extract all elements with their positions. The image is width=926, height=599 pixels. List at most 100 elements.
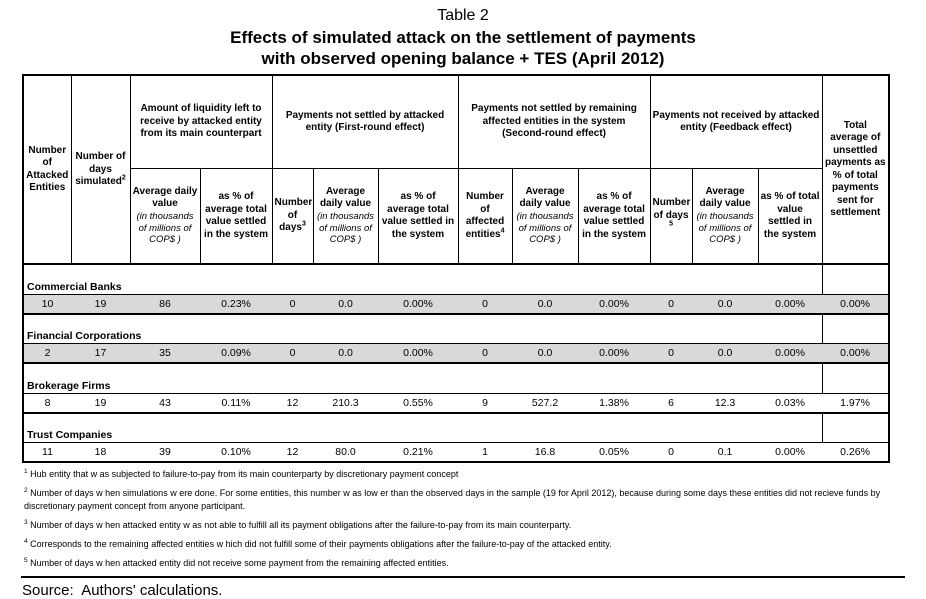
table-cell: 0.0 — [512, 294, 579, 315]
footnote-marker: 2 — [24, 487, 28, 495]
header-attacked-entities: Number of Attacked Entities — [22, 74, 72, 265]
table-cell: 10 — [23, 294, 71, 315]
header-days-feedback: Number of days 5 — [649, 167, 693, 266]
table-body: Commercial Banks 10 19 86 0.23% 0 0.0 0.00% 0 0.0… — [23, 264, 890, 464]
table-cell: 0.09% — [200, 343, 273, 365]
table-cell: 12.3 — [692, 393, 759, 414]
table-cell: 0.0 — [512, 343, 579, 365]
header-group-liquidity: Amount of liquidity left to receive by a… — [129, 74, 273, 169]
table-cell: 0 — [272, 343, 314, 365]
table-cell: 0.05% — [578, 442, 651, 464]
header-pct-total: as % of total value settled in the syste… — [757, 167, 823, 266]
table-row: 2 17 35 0.09% 0 0.0 0.00% 0 0.0 0.00% 0 0.0 0.00% 0.0… — [23, 343, 890, 365]
footnote-marker: 5 — [24, 557, 28, 564]
table-cell: 1.38% — [578, 393, 651, 414]
table-cell: 12 — [272, 442, 314, 464]
table-cell: 0.00% — [578, 294, 651, 315]
footnote: 3 Number of days w hen attacked entity w… — [24, 518, 572, 530]
header-group-second-round: Payments not settled by remaining affect… — [457, 74, 651, 169]
table-cell: 1 — [458, 442, 513, 464]
cop-units-label: (in thousands of millions of COP$ ) — [696, 210, 754, 246]
section-label: Financial Corporations — [23, 313, 823, 345]
footnote: 4 Corresponds to the remaining affected … — [24, 537, 612, 549]
section-label: Trust Companies — [23, 412, 823, 444]
footnote-marker: 4 — [500, 227, 505, 235]
header-pct-avg-3: as % of average total value settled in t… — [577, 167, 651, 266]
table-cell: 0.23% — [200, 294, 273, 315]
table-cell: 39 — [130, 442, 200, 464]
table-cell: 9 — [458, 393, 513, 414]
table-cell: 86 — [130, 294, 200, 315]
table-cell: 11 — [23, 442, 71, 464]
table-cell: 19 — [71, 393, 130, 414]
table-cell: 0 — [458, 343, 513, 365]
table-cell: 0.0 — [313, 343, 379, 365]
header-days-simulated: Number of days simulated2 — [70, 74, 131, 265]
results-table: Number of Attacked Entities Number of da… — [22, 74, 891, 464]
table-cell: 16.8 — [512, 442, 579, 464]
table-cell: 0.1 — [692, 442, 759, 464]
table-cell: 6 — [650, 393, 693, 414]
table-cell: 0 — [650, 442, 693, 464]
table-header: Number of Attacked Entities Number of da… — [22, 74, 890, 266]
header-affected-entities: Number of affected entities4 — [457, 167, 513, 266]
header-group-first-round: Payments not settled by attacked entity … — [271, 74, 459, 169]
table-cell: 0 — [650, 294, 693, 315]
table-cell: 0.03% — [758, 393, 823, 414]
table-cell: 0.0 — [692, 294, 759, 315]
avg-daily-label: Average daily value — [699, 185, 751, 210]
header-avg-daily-value-3: Average daily value (in thousands of mill… — [511, 167, 579, 266]
table-title-line1: Effects of simulated attack on the settl… — [230, 27, 696, 47]
days-first-label: Number of days — [274, 197, 313, 234]
table-cell: 0.00% — [822, 343, 890, 365]
header-total-unsettled: Total average of unsettled payments as %… — [821, 74, 890, 265]
header-pct-avg-2: as % of average total value settled in t… — [377, 167, 459, 266]
table-cell: 0.00% — [758, 343, 823, 365]
footnote: 2 Number of days w hen simulations w ere… — [24, 487, 881, 511]
section-label-row: Financial Corporations — [23, 313, 890, 345]
footnote: 1 Hub entity that w as subjected to fail… — [24, 468, 459, 480]
footnote-marker: 5 — [669, 220, 673, 228]
table-cell: 18 — [71, 442, 130, 464]
days-feedback-label: Number of days — [652, 197, 691, 221]
header-avg-daily-value-4: Average daily value (in thousands of mill… — [691, 167, 759, 266]
table-row: 10 19 86 0.23% 0 0.0 0.00% 0 0.0 0.00% 0 0.0 0.00% 0.… — [23, 294, 890, 315]
table-cell: 0.55% — [378, 393, 459, 414]
section-label-spacer — [821, 313, 890, 345]
table-cell: 0.00% — [378, 343, 459, 365]
table-cell: 1.97% — [822, 393, 890, 414]
section-label-row: Trust Companies — [23, 412, 890, 444]
table-cell: 0.0 — [313, 294, 379, 315]
section-label-row: Brokerage Firms — [23, 363, 890, 394]
table-cell: 0.00% — [822, 294, 890, 315]
paper-page: Table 2 Effects of simulated attack on t… — [21, 7, 905, 599]
table-cell: 0 — [650, 343, 693, 365]
footnote-marker: 2 — [121, 174, 126, 182]
table-cell: 2 — [23, 343, 71, 365]
header-days-simulated-text: Number of days simulated — [75, 151, 126, 188]
table-cell: 0.00% — [578, 343, 651, 365]
avg-daily-label: Average daily value — [519, 185, 571, 210]
table-cell: 0.10% — [200, 442, 273, 464]
cop-units-label: (in thousands of millions of COP$ ) — [136, 210, 194, 246]
table-row: 8 19 43 0.11% 12 210.3 0.55% 9 527.2 1.38% 6 12.3 0.… — [23, 393, 890, 414]
cop-units-label: (in thousands of millions of COP$ ) — [516, 210, 574, 246]
source-divider — [21, 576, 905, 579]
table-cell: 12 — [272, 393, 314, 414]
table-cell: 0.11% — [200, 393, 273, 414]
footnote-marker: 3 — [301, 220, 306, 228]
table-row: 11 18 39 0.10% 12 80.0 0.21% 1 16.8 0.05% 0 0.1 0.00… — [23, 442, 890, 464]
section-label-spacer — [821, 363, 890, 394]
avg-daily-label: Average daily value — [132, 185, 198, 210]
table-title-line2: with observed opening balance + TES (Apr… — [261, 49, 665, 69]
footnote-marker: 3 — [24, 518, 28, 526]
table-cell: 35 — [130, 343, 200, 365]
footnote-marker: 1 — [24, 468, 28, 476]
table-cell: 0.21% — [378, 442, 459, 464]
source-line: Source: Authors' calculations. — [22, 582, 223, 599]
footnote: 5 Number of days w hen attacked entity d… — [24, 557, 449, 568]
header-avg-daily-value-2: Average daily value (in thousands of mill… — [312, 167, 379, 266]
table-cell: 0 — [458, 294, 513, 315]
table-cell: 0 — [272, 294, 314, 315]
table-cell: 0.00% — [758, 442, 823, 464]
